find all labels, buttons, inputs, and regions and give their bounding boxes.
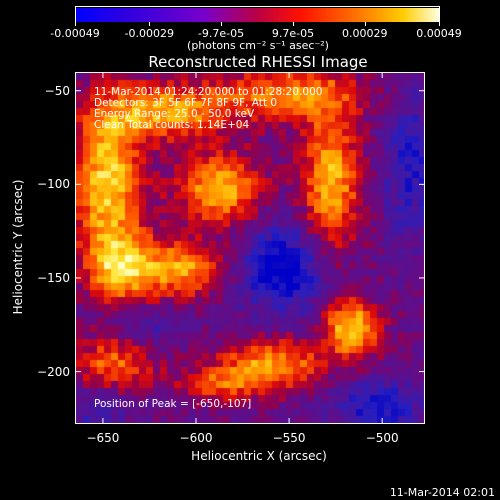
colorbar-tick — [149, 22, 151, 26]
peak-position-text: Position of Peak = [-650,-107] — [94, 398, 252, 410]
colorbar-ticks — [75, 22, 440, 26]
colorbar-tick-label: 0.00049 — [416, 27, 462, 40]
colorbar-tick-label: -9.7e-05 — [197, 27, 245, 40]
heatmap-image — [76, 73, 424, 423]
info-line-energy: Energy Range: 25.0 - 50.0 keV — [94, 108, 255, 120]
x-tick-label: −550 — [272, 431, 306, 445]
colorbar — [75, 6, 440, 22]
info-line-counts: Clean Total counts: 1.14E+04 — [94, 119, 250, 131]
colorbar-gradient — [76, 8, 439, 22]
y-tick-label: −100 — [37, 177, 70, 192]
colorbar-tick-label: -0.00029 — [124, 27, 175, 40]
colorbar-tick — [220, 22, 222, 26]
info-line-time: 11-Mar-2014 01:24:20.000 to 01:28:20.000 — [94, 86, 323, 98]
colorbar-tick-label: 9.7e-05 — [271, 27, 315, 40]
y-tick-label: −200 — [37, 364, 70, 379]
colorbar-tick — [364, 22, 366, 26]
colorbar-tick-label: -0.00049 — [50, 27, 100, 40]
colorbar-units: (photons cm⁻² s⁻¹ asec⁻²) — [187, 39, 329, 52]
x-tick-label: −650 — [86, 431, 120, 445]
footer-timestamp: 11-Mar-2014 02:01 — [389, 486, 495, 499]
y-axis-label: Heliocentric Y (arcsec) — [11, 179, 25, 315]
x-tick-label: −500 — [365, 431, 399, 445]
y-tick-label: −150 — [37, 270, 70, 285]
colorbar-tick — [439, 22, 440, 26]
y-tick-label: −50 — [44, 83, 70, 98]
colorbar-tick — [75, 22, 76, 26]
colorbar-tick-label: 0.00029 — [341, 27, 388, 40]
heatmap-plot: 11-Mar-2014 01:24:20.000 to 01:28:20.000… — [75, 72, 425, 424]
info-line-detectors: Detectors: 3F 5F 6F 7F 8F 9F, Att 0 — [94, 97, 278, 109]
plot-title: Reconstructed RHESSI Image — [148, 53, 368, 71]
x-axis-label: Heliocentric X (arcsec) — [191, 449, 327, 463]
x-tick-label: −600 — [179, 431, 213, 445]
colorbar-tick — [293, 22, 295, 26]
